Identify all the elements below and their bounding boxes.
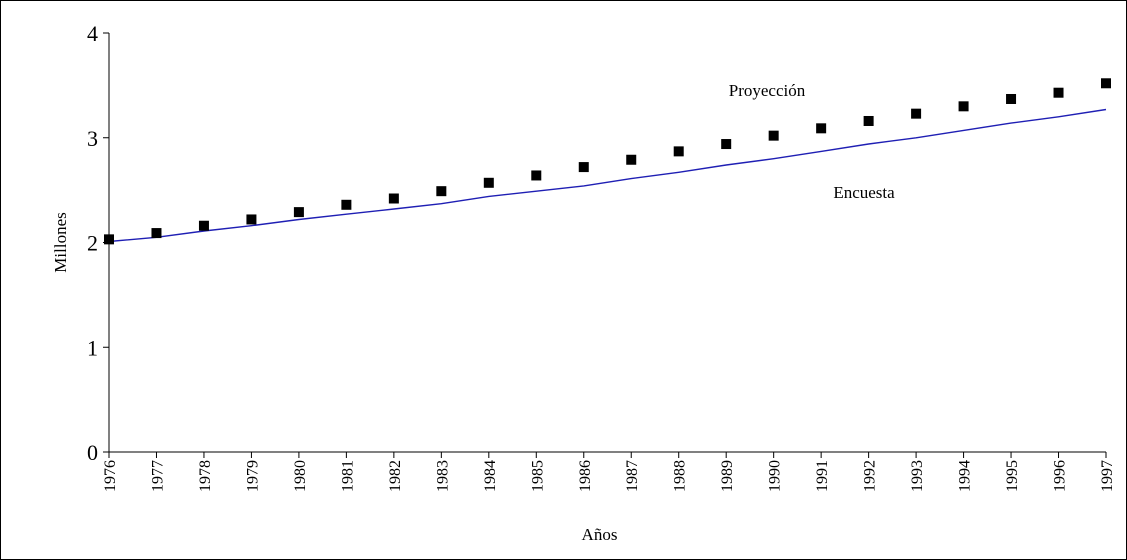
x-tick-label: 1987 — [624, 460, 641, 492]
x-tick-label: 1979 — [244, 460, 261, 492]
proyeccion-point — [626, 154, 637, 165]
proyeccion-point — [911, 108, 922, 119]
encuesta-series — [108, 108, 1107, 243]
proyeccion-point — [104, 234, 114, 245]
encuesta-line — [108, 108, 1107, 243]
x-tick-label: 1993 — [909, 460, 926, 492]
x-tick-label: 1997 — [1099, 460, 1116, 492]
series-label-encuesta: Encuesta — [833, 183, 895, 202]
x-tick-label: 1991 — [814, 460, 831, 492]
proyeccion-point — [863, 115, 874, 126]
x-tick-label: 1995 — [1004, 460, 1021, 492]
series-label-proyeccion: Proyección — [729, 81, 806, 100]
y-tick-label: 0 — [87, 440, 98, 465]
proyeccion-point — [246, 214, 257, 225]
proyeccion-point — [388, 193, 399, 204]
x-tick-label: 1996 — [1052, 460, 1069, 492]
proyeccion-point — [483, 177, 494, 188]
proyeccion-point — [768, 130, 779, 141]
x-tick-label: 1980 — [292, 460, 309, 492]
proyeccion-point — [531, 170, 542, 181]
proyeccion-point — [816, 123, 827, 134]
proyeccion-point — [151, 228, 162, 239]
x-tick-label: 1981 — [339, 460, 356, 492]
proyeccion-point — [1053, 87, 1064, 98]
x-tick-label: 1988 — [672, 460, 689, 492]
y-tick-label: 2 — [87, 231, 98, 256]
x-tick-label: 1986 — [577, 460, 594, 492]
x-tick-label: 1977 — [149, 460, 166, 492]
proyeccion-point — [341, 199, 352, 210]
proyeccion-series — [104, 78, 1111, 245]
tick-labels: 0 1 2 3 4 1976 1977 1978 1979 1980 1981 1982 1983 198… — [87, 21, 1116, 492]
y-axis-title: Millones — [51, 212, 70, 272]
y-tick-label: 4 — [87, 21, 98, 46]
proyeccion-point — [958, 101, 969, 112]
y-tick-label: 3 — [87, 126, 98, 151]
y-tick-label: 1 — [87, 335, 98, 360]
x-tick-label: 1989 — [719, 460, 736, 492]
x-axis-title: Años — [582, 525, 618, 544]
x-tick-label: 1994 — [957, 460, 974, 492]
x-tick-label: 1992 — [862, 460, 879, 492]
x-tick-label: 1982 — [387, 460, 404, 492]
x-tick-label: 1984 — [482, 460, 499, 492]
x-tick-label: 1976 — [102, 460, 119, 492]
proyeccion-point — [293, 207, 304, 218]
x-tick-label: 1985 — [529, 460, 546, 492]
axes — [103, 32, 1107, 458]
proyeccion-point — [1006, 93, 1017, 104]
proyeccion-point — [1101, 78, 1111, 89]
x-tick-label: 1983 — [434, 460, 451, 492]
proyeccion-point — [436, 186, 447, 197]
proyeccion-point — [721, 139, 732, 150]
x-tick-label: 1990 — [767, 460, 784, 492]
proyeccion-point — [198, 220, 209, 231]
proyeccion-point — [578, 162, 589, 173]
x-tick-label: 1978 — [197, 460, 214, 492]
proyeccion-point — [673, 146, 684, 157]
